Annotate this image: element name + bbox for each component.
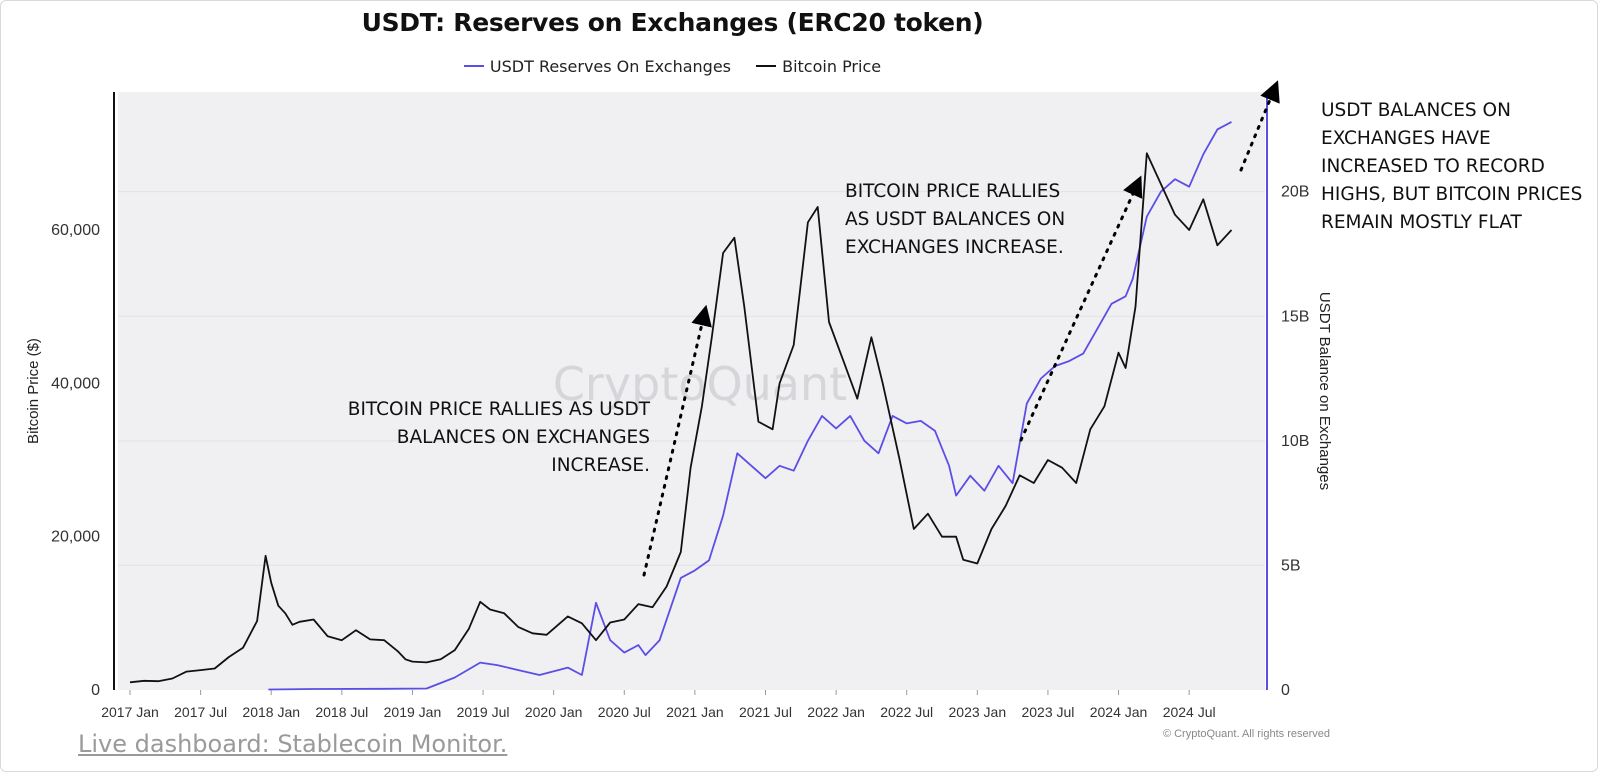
x-tick-label: 2019 Jan [384,704,442,720]
legend-item-btc[interactable]: Bitcoin Price [756,57,881,76]
annotation-right: USDT BALANCES ON EXCHANGES HAVE INCREASE… [1321,97,1600,237]
legend-swatch-btc [756,65,777,67]
x-axis-ticks: 2017 Jan 2017 Jul 2018 Jan 2018 Jul 2019 Jan… [101,690,1216,720]
copyright-notice: © CryptoQuant. All rights reserved [1162,728,1330,740]
left-tick-label: 0 [91,682,100,699]
x-tick-label: 2021 Jan [666,704,724,720]
annotation-right-line: HIGHS, BUT BITCOIN PRICES [1321,184,1583,205]
annotation-right-line: REMAIN MOSTLY FLAT [1321,212,1522,233]
x-tick-label: 2019 Jul [457,704,510,720]
annotation-middle: BITCOIN PRICE RALLIES AS USDT BALANCES O… [845,178,1090,262]
annotation-arrow-1 [642,304,712,577]
annotation-left-line: INCREASE. [551,455,650,476]
series-layer [129,121,1233,691]
annotation-middle-line: EXCHANGES INCREASE. [845,237,1064,258]
right-tick-label: 5B [1281,557,1301,574]
x-tick-label: 2018 Jul [315,704,368,720]
x-tick-label: 2018 Jan [242,704,300,720]
right-axis-label: USDT Balance on Exchanges [1316,292,1333,490]
annotation-left-line: BALANCES ON EXCHANGES [396,427,650,448]
right-tick-label: 20B [1281,184,1309,201]
legend-swatch-usdt [463,65,484,67]
right-tick-label: 0 [1281,682,1290,699]
annotation-right-line: INCREASED TO RECORD [1321,156,1545,177]
annotation-middle-line: AS USDT BALANCES ON [845,209,1066,230]
legend-label-btc: Bitcoin Price [782,56,882,76]
bitcoin-price-line [129,152,1233,684]
annotation-right-line: EXCHANGES HAVE [1321,128,1491,149]
chart-title: USDT: Reserves on Exchanges (ERC20 token… [361,8,984,37]
left-axis-ticks: 0 20,000 40,000 60,000 [51,222,100,699]
x-tick-label: 2020 Jan [525,704,583,720]
right-tick-label: 10B [1281,433,1309,450]
annotation-right-line: USDT BALANCES ON [1321,100,1511,121]
x-tick-label: 2022 Jul [880,704,933,720]
watermark: CryptoQuant [553,357,847,411]
annotation-left-line: BITCOIN PRICE RALLIES AS USDT [347,399,650,420]
right-tick-label: 15B [1281,308,1309,325]
legend-label-usdt: USDT Reserves On Exchanges [489,56,732,76]
annotation-left: BITCOIN PRICE RALLIES AS USDT BALANCES O… [320,396,650,480]
annotation-arrow-3 [1239,80,1280,172]
usdt-reserves-line [268,121,1232,691]
annotation-middle-line: BITCOIN PRICE RALLIES [845,181,1061,202]
x-tick-label: 2022 Jan [807,704,865,720]
x-tick-label: 2024 Jul [1163,704,1216,720]
annotation-arrow-2 [1019,175,1143,442]
left-tick-label: 40,000 [51,375,100,392]
legend: USDT Reserves On Exchanges Bitcoin Price [0,52,1345,76]
right-axis-ticks: 0 5B 10B 15B 20B [1281,184,1309,699]
x-tick-label: 2020 Jul [598,704,651,720]
left-tick-label: 60,000 [51,222,100,239]
x-tick-label: 2021 Jul [739,704,792,720]
x-tick-label: 2017 Jan [101,704,159,720]
left-axis-label: Bitcoin Price ($) [25,338,42,444]
x-tick-label: 2024 Jan [1090,704,1148,720]
dashboard-link[interactable]: Live dashboard: Stablecoin Monitor. [78,730,508,758]
x-tick-label: 2017 Jul [174,704,227,720]
x-tick-label: 2023 Jul [1021,704,1074,720]
left-tick-label: 20,000 [51,529,100,546]
legend-item-usdt[interactable]: USDT Reserves On Exchanges [463,56,732,76]
x-tick-label: 2023 Jan [949,704,1007,720]
